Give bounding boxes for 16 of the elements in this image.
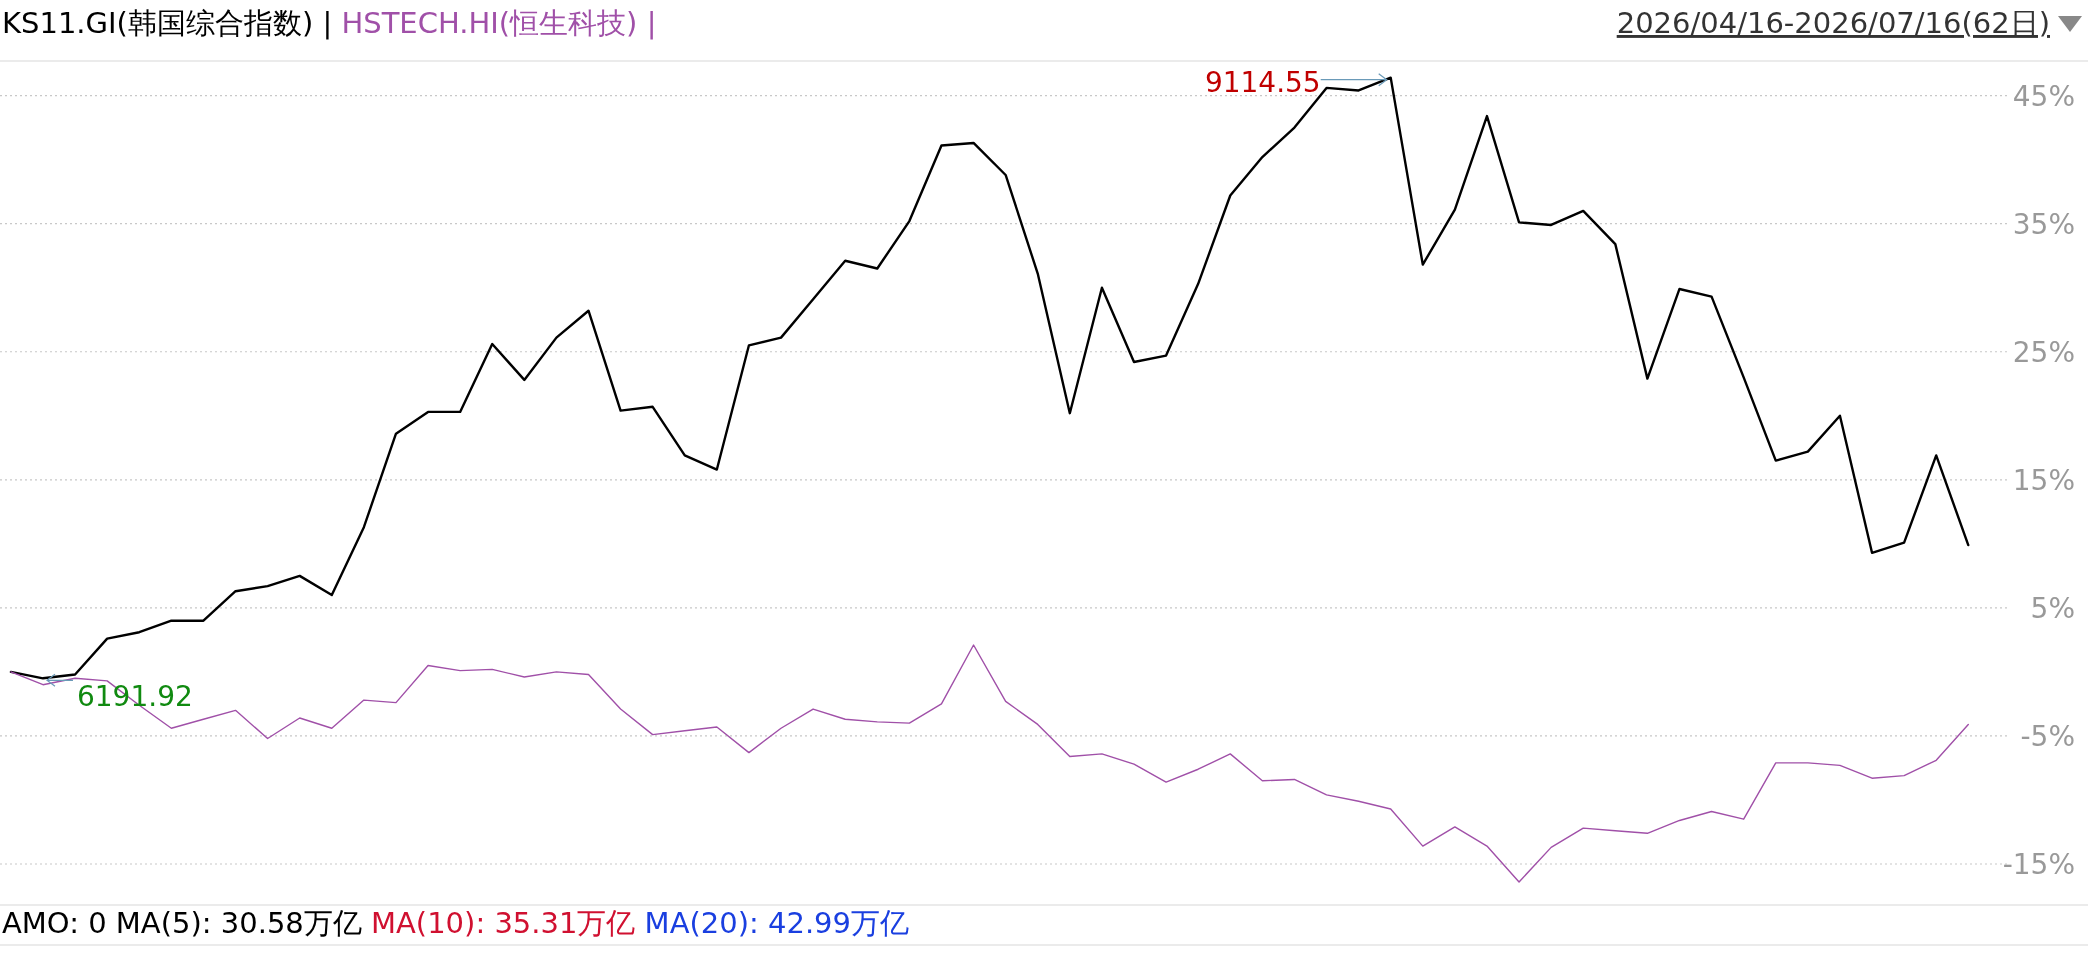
y-tick-label: 45% bbox=[2012, 79, 2075, 113]
y-tick-label: 35% bbox=[2012, 207, 2075, 241]
text: | bbox=[646, 6, 657, 40]
y-tick-label: 15% bbox=[2012, 463, 2075, 497]
text: MA(10): 35.31万亿 bbox=[361, 906, 636, 940]
text: AMO: 0 MA(5): 30.58万亿 bbox=[2, 906, 362, 940]
y-tick-label: -15% bbox=[2002, 848, 2075, 882]
annotation: 9114.55 bbox=[1204, 65, 1321, 99]
y-tick-label: 25% bbox=[2012, 335, 2075, 369]
text: HSTECH.HI(恒生科技) bbox=[332, 6, 647, 40]
text: KS11.GI(韩国综合指数) bbox=[2, 6, 323, 40]
chart-subtitle: 2026/04/16-2026/07/16(62日) bbox=[1616, 6, 2050, 40]
text: MA(20): 42.99万亿 bbox=[635, 906, 910, 940]
y-tick-label: -5% bbox=[2020, 719, 2075, 753]
y-tick-label: 5% bbox=[2030, 591, 2075, 625]
text: | bbox=[322, 6, 333, 40]
